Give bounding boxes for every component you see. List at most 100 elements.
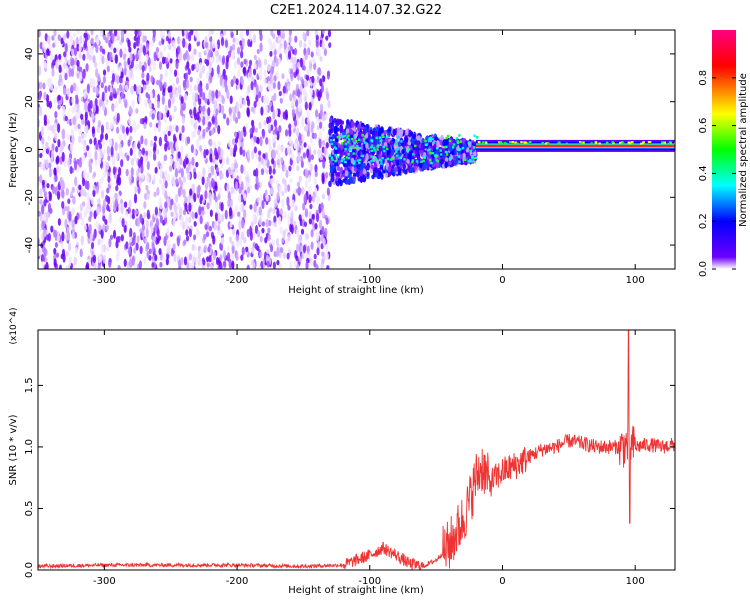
heatmap-cell — [120, 234, 124, 242]
heatmap-cell — [95, 220, 99, 230]
heatmap-cell — [582, 141, 585, 144]
heatmap-cell — [231, 244, 235, 254]
heatmap-cell — [154, 223, 158, 233]
heatmap-cell — [207, 107, 211, 117]
heatmap-cell — [297, 152, 301, 158]
heatmap-cell — [53, 98, 57, 104]
heatmap-cell — [257, 162, 261, 169]
heatmap-cell — [95, 68, 99, 78]
heatmap-cell — [86, 83, 90, 94]
heatmap-cell — [151, 242, 155, 253]
heatmap-cell — [109, 51, 113, 61]
heatmap-cell — [304, 169, 309, 179]
heatmap-cell — [204, 35, 208, 43]
heatmap-cell — [118, 148, 123, 157]
heatmap-cell — [190, 30, 194, 36]
heatmap-cell — [50, 225, 54, 233]
heatmap-cell — [136, 217, 141, 228]
heatmap-cell — [71, 135, 75, 143]
heatmap-cell — [203, 233, 207, 240]
heatmap-cell — [173, 202, 177, 211]
heatmap-cell — [71, 106, 75, 114]
heatmap-cell — [290, 224, 294, 235]
heatmap-cell — [263, 76, 267, 85]
heatmap-cell — [339, 125, 344, 133]
heatmap-cell — [52, 42, 56, 48]
heatmap-cell — [315, 109, 319, 118]
heatmap-cell — [100, 189, 105, 199]
colorbar-tick-label: 0.6 — [698, 118, 709, 134]
heatmap-cell — [72, 196, 76, 205]
heatmap-cell — [141, 71, 145, 79]
heatmap-cell — [312, 57, 316, 65]
heatmap-cell — [432, 141, 436, 144]
heatmap-cell — [258, 265, 262, 269]
heatmap-cell — [66, 133, 70, 140]
heatmap-cell — [295, 255, 299, 262]
heatmap-cell — [457, 148, 461, 152]
heatmap-cell — [75, 97, 79, 105]
heatmap-cell — [145, 219, 149, 229]
heatmap-cell — [183, 52, 187, 61]
heatmap-cell — [175, 193, 179, 203]
heatmap-cell — [238, 236, 242, 247]
heatmap-cell — [280, 156, 284, 164]
heatmap-cell — [144, 237, 148, 244]
heatmap-cell — [349, 177, 353, 183]
heatmap-cell — [196, 41, 200, 47]
heatmap-cell — [446, 134, 450, 138]
heatmap-cell — [193, 171, 197, 180]
heatmap-cell — [113, 47, 117, 54]
heatmap-cell — [229, 198, 234, 208]
heatmap-cell — [53, 258, 57, 267]
heatmap-cell — [401, 149, 405, 155]
heatmap-cell — [89, 138, 93, 145]
heatmap-cell — [121, 217, 125, 228]
heatmap-cell — [227, 198, 231, 207]
heatmap-cell — [54, 110, 58, 119]
heatmap-cell — [353, 172, 357, 177]
heatmap-cell — [83, 169, 87, 180]
heatmap-cell — [56, 123, 61, 133]
heatmap-cell — [45, 94, 50, 103]
heatmap-cell — [123, 30, 127, 35]
heatmap-cell — [357, 151, 361, 158]
heatmap-cell — [134, 209, 138, 215]
heatmap-cell — [243, 192, 247, 202]
heatmap-cell — [146, 209, 150, 220]
heatmap-cell — [288, 127, 292, 137]
heatmap-cell — [184, 196, 188, 204]
heatmap-cell — [237, 69, 241, 78]
heatmap-cell — [594, 141, 598, 144]
heatmap-cell — [280, 246, 284, 254]
heatmap-cell — [67, 242, 72, 252]
heatmap-cell — [318, 131, 323, 139]
heatmap-cell — [395, 150, 398, 154]
heatmap-cell — [266, 260, 270, 268]
heatmap-cell — [197, 171, 202, 181]
heatmap-cell — [374, 172, 379, 178]
heatmap-cell — [145, 184, 149, 191]
heatmap-cell — [135, 108, 139, 114]
heatmap-cell — [383, 129, 387, 136]
heatmap-cell — [110, 121, 114, 130]
heatmap-cell — [123, 201, 128, 208]
heatmap-cell — [287, 204, 291, 211]
heatmap-cell — [130, 85, 134, 95]
heatmap-cell — [356, 171, 360, 178]
heatmap-cell — [298, 94, 303, 105]
heatmap-cell — [376, 148, 379, 151]
heatmap-cell — [209, 74, 213, 84]
heatmap-cell — [258, 121, 262, 130]
heatmap-cell — [233, 60, 238, 69]
heatmap-cell — [430, 161, 433, 165]
heatmap-cell — [315, 231, 319, 239]
heatmap-cell — [148, 102, 152, 109]
snr-ytick-label: 1.0 — [24, 439, 35, 455]
heatmap-cell — [340, 142, 344, 145]
heatmap-cell — [284, 109, 288, 117]
heatmap-cell — [80, 235, 84, 246]
heatmap-cell — [300, 160, 304, 168]
